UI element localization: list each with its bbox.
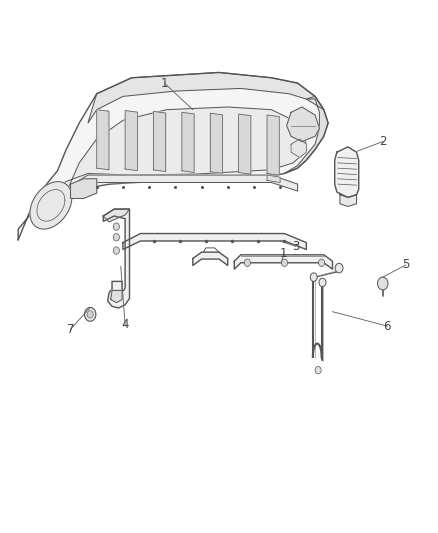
Circle shape [315, 367, 321, 374]
Circle shape [113, 247, 120, 254]
Polygon shape [125, 110, 138, 171]
Polygon shape [103, 209, 130, 308]
Text: 3: 3 [292, 240, 299, 253]
Circle shape [282, 259, 288, 266]
Circle shape [335, 263, 343, 273]
Polygon shape [287, 107, 319, 142]
Polygon shape [234, 255, 332, 269]
Polygon shape [291, 139, 306, 158]
Circle shape [310, 273, 317, 281]
Polygon shape [18, 72, 328, 240]
Polygon shape [40, 107, 306, 221]
Polygon shape [71, 175, 297, 192]
Text: 6: 6 [383, 320, 391, 333]
Polygon shape [210, 113, 223, 173]
Polygon shape [103, 209, 130, 222]
Polygon shape [335, 147, 359, 197]
Polygon shape [123, 233, 306, 249]
Polygon shape [30, 182, 72, 229]
Polygon shape [88, 72, 324, 123]
Polygon shape [340, 195, 357, 206]
Circle shape [244, 259, 251, 266]
Polygon shape [111, 290, 122, 303]
Polygon shape [97, 110, 109, 169]
Circle shape [87, 311, 93, 318]
Text: 2: 2 [379, 135, 386, 148]
Text: 7: 7 [67, 322, 74, 336]
Circle shape [85, 308, 96, 321]
Polygon shape [71, 179, 97, 198]
Polygon shape [239, 114, 251, 174]
Text: 1: 1 [280, 247, 287, 260]
Polygon shape [267, 175, 280, 182]
Polygon shape [153, 111, 166, 172]
Text: 1: 1 [161, 77, 168, 90]
Polygon shape [267, 115, 279, 175]
Text: 4: 4 [121, 319, 129, 332]
Circle shape [378, 277, 388, 290]
Polygon shape [285, 96, 328, 173]
Circle shape [113, 223, 120, 230]
Circle shape [113, 233, 120, 241]
Polygon shape [193, 252, 228, 265]
Circle shape [319, 278, 326, 287]
Polygon shape [182, 112, 194, 172]
Text: 5: 5 [402, 259, 410, 271]
Circle shape [318, 259, 325, 266]
